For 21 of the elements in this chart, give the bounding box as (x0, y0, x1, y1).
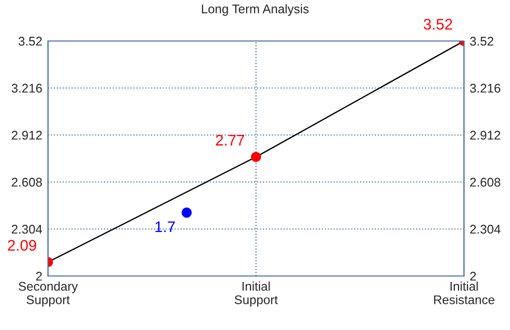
y2-tick-label: 2.608 (470, 178, 500, 187)
data-label: 2.09 (8, 240, 36, 251)
y-tick-label: 2.608 (12, 178, 42, 187)
x-tick-label: Secondary Support (18, 282, 78, 307)
data-label: 3.52 (424, 18, 452, 30)
data-label: 2.77 (216, 134, 244, 146)
y2-tick-label: 3.216 (470, 84, 500, 93)
x-tick-label: Initial Support (234, 282, 278, 307)
y-tick-label: 3.52 (18, 36, 42, 46)
y-tick-label: 2.304 (12, 224, 42, 234)
x-tick-label: Initial Resistance (434, 282, 494, 304)
y-tick-label: 2 (36, 272, 42, 281)
y2-tick-label: 3.52 (470, 36, 494, 46)
y2-tick-label: 2.304 (470, 224, 500, 234)
point (182, 208, 192, 218)
y-tick-label: 2.912 (12, 130, 42, 140)
chart-title: Long Term Analysis (202, 4, 309, 16)
y-tick-label: 3.216 (12, 84, 42, 93)
y2-tick-label: 2 (470, 272, 476, 281)
y2-tick-label: 2.912 (470, 130, 500, 140)
annotation: 1.7 (155, 222, 175, 232)
